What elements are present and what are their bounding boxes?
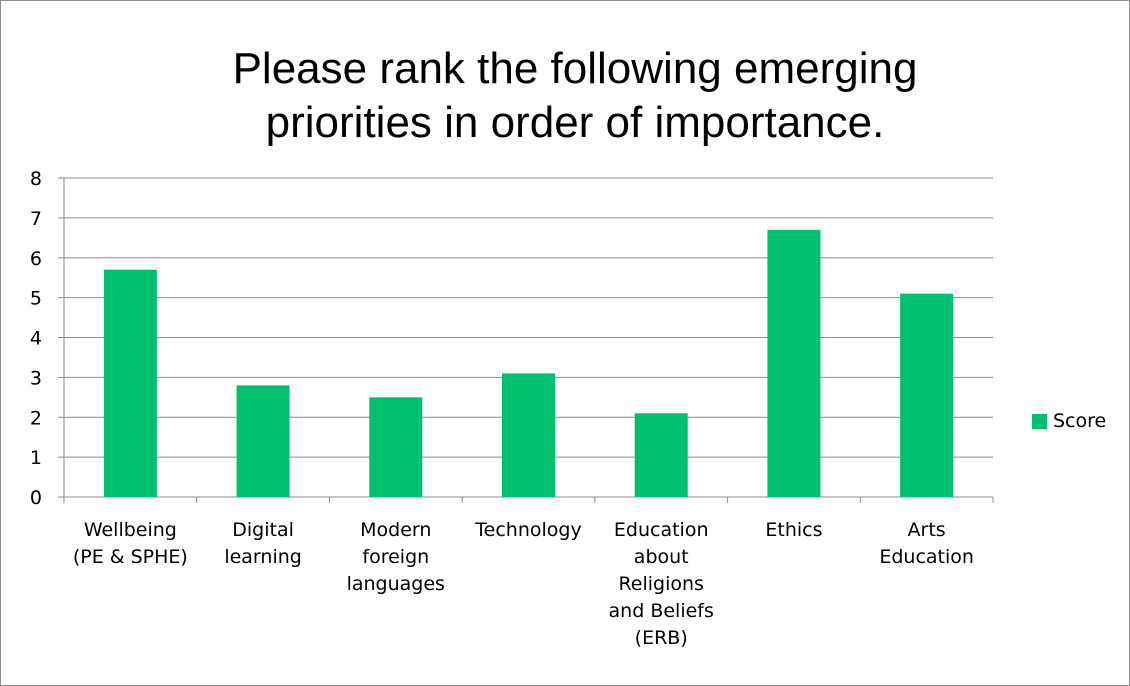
y-tick-label: 5 bbox=[30, 288, 42, 310]
bar bbox=[103, 269, 157, 497]
legend-swatch bbox=[1032, 413, 1047, 429]
y-tick-label: 4 bbox=[30, 328, 42, 350]
chart-title: Please rank the following emerging prior… bbox=[232, 44, 918, 147]
y-tick-label: 0 bbox=[30, 487, 42, 509]
bar bbox=[369, 397, 423, 497]
legend-label: Score bbox=[1053, 410, 1107, 432]
x-tick-label: Arts Education bbox=[879, 519, 974, 568]
y-tick-label: 3 bbox=[30, 367, 42, 389]
y-tick-label: 8 bbox=[30, 168, 42, 190]
y-tick-label: 1 bbox=[30, 447, 42, 469]
legend: Score bbox=[1032, 410, 1106, 432]
x-tick-label: Ethics bbox=[765, 519, 822, 541]
x-tick-label: Digital learning bbox=[224, 519, 302, 568]
bar bbox=[900, 293, 954, 497]
x-tick-label: Wellbeing (PE & SPHE) bbox=[73, 519, 188, 568]
y-tick-label: 6 bbox=[30, 248, 42, 270]
bar bbox=[634, 413, 688, 497]
x-tick-label: Education about Religions and Beliefs (ERB) bbox=[609, 519, 714, 649]
bar bbox=[236, 385, 290, 497]
x-tick-label: Modern foreign languages bbox=[347, 519, 445, 595]
x-tick-label: Technology bbox=[474, 519, 581, 541]
y-tick-label: 2 bbox=[30, 407, 42, 429]
y-tick-label: 7 bbox=[30, 208, 42, 230]
bar bbox=[767, 229, 821, 497]
bar bbox=[502, 373, 555, 497]
